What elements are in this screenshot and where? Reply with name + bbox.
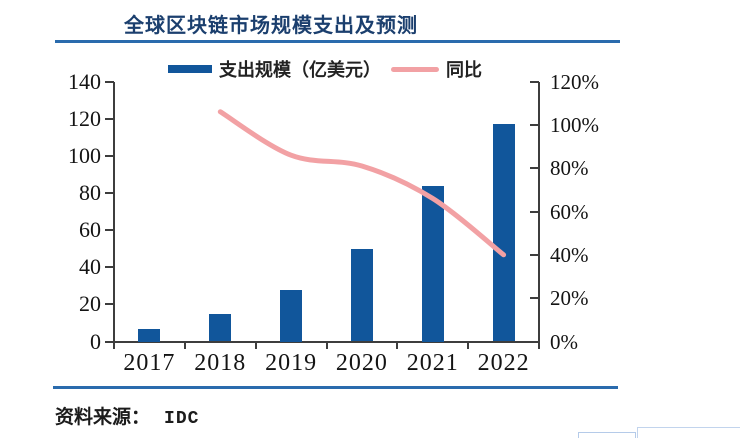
right-axis-tick-mark xyxy=(530,123,539,126)
x-axis-tick-mark xyxy=(538,341,540,349)
yoy-line-path xyxy=(217,109,507,258)
x-axis-tick-mark xyxy=(467,341,470,349)
right-axis-tick-mark xyxy=(530,253,539,256)
bar-2017 xyxy=(138,328,161,342)
source-name: IDC xyxy=(164,409,200,429)
legend-label-spending: 支出规模（亿美元） xyxy=(219,60,381,80)
right-axis-tick-label: 60% xyxy=(550,199,589,224)
x-axis-tick-mark xyxy=(113,341,115,349)
legend-line-swatch-icon xyxy=(391,66,439,72)
right-axis-tick-mark xyxy=(530,210,539,213)
left-axis-tick-mark xyxy=(105,191,114,194)
right-axis-tick-mark xyxy=(530,297,539,300)
right-axis-tick-mark xyxy=(530,80,539,83)
bar-2019 xyxy=(280,289,303,342)
left-axis-tick-label: 40 xyxy=(79,254,101,280)
left-axis-tick-mark xyxy=(105,154,114,157)
bar-2018 xyxy=(209,313,232,342)
left-axis-tick-mark xyxy=(105,229,114,232)
chart-legend: 支出规模（亿美元） 同比 xyxy=(168,57,482,81)
left-axis-tick-label: 0 xyxy=(90,328,101,354)
right-axis-tick-mark xyxy=(530,340,539,343)
chart-title: 全球区块链市场规模支出及预测 xyxy=(124,15,418,37)
bar-2022 xyxy=(492,124,515,342)
legend-label-yoy: 同比 xyxy=(446,60,482,80)
x-axis-category-label: 2022 xyxy=(477,350,530,376)
left-axis-tick-label: 80 xyxy=(79,179,101,205)
title-underline-rule xyxy=(55,40,620,43)
left-axis-tick-mark xyxy=(105,266,114,269)
bar-2021 xyxy=(421,185,444,342)
right-axis-tick-label: 120% xyxy=(550,69,599,94)
right-axis-tick-mark xyxy=(530,167,539,170)
screen-edge-artifact xyxy=(578,432,636,438)
left-axis-tick-label: 120 xyxy=(68,105,101,131)
left-axis-tick-label: 140 xyxy=(68,68,101,94)
x-axis-tick-mark xyxy=(396,341,399,349)
right-axis-tick-label: 0% xyxy=(550,329,578,354)
right-axis-line xyxy=(538,81,540,344)
x-axis-category-label: 2020 xyxy=(335,350,388,376)
legend-bar-swatch-icon xyxy=(168,65,212,73)
right-axis-tick-label: 20% xyxy=(550,286,589,311)
x-axis-tick-mark xyxy=(254,341,257,349)
left-axis-tick-label: 60 xyxy=(79,217,101,243)
legend-item-spending: 支出规模（亿美元） xyxy=(168,56,381,82)
legend-item-yoy: 同比 xyxy=(391,56,482,82)
left-axis-tick-mark xyxy=(105,80,114,83)
left-axis-tick-label: 100 xyxy=(68,142,101,168)
screen-edge-artifact xyxy=(637,427,740,438)
x-axis-category-label: 2018 xyxy=(194,350,247,376)
bar-2020 xyxy=(350,248,373,342)
left-axis-tick-mark xyxy=(105,303,114,306)
x-axis-tick-mark xyxy=(325,341,328,349)
right-axis-tick-label: 40% xyxy=(550,242,589,267)
x-axis-category-label: 2017 xyxy=(123,350,176,376)
left-axis-tick-mark xyxy=(105,117,114,120)
x-axis-category-label: 2021 xyxy=(406,350,459,376)
left-axis-tick-mark xyxy=(105,340,114,343)
left-axis-tick-label: 20 xyxy=(79,291,101,317)
right-axis-tick-label: 100% xyxy=(550,112,599,137)
footer-rule xyxy=(53,386,618,389)
source-note: 资料来源： IDC xyxy=(55,402,199,429)
left-axis-line xyxy=(113,81,115,344)
x-axis-category-label: 2019 xyxy=(265,350,318,376)
x-axis-tick-mark xyxy=(183,341,186,349)
source-prefix: 资料来源： xyxy=(55,407,151,428)
right-axis-tick-label: 80% xyxy=(550,156,589,181)
